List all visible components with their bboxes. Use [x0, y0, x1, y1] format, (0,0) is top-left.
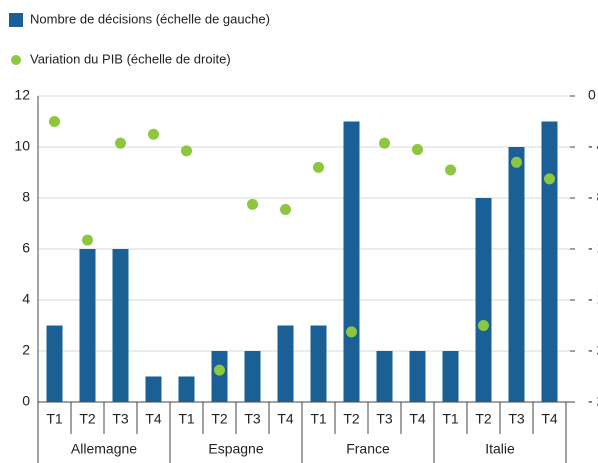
- group-label: Espagne: [208, 441, 263, 457]
- y-tick-label: 4: [22, 291, 30, 307]
- dot: [412, 144, 423, 156]
- y-tick-label: 10: [14, 138, 30, 154]
- bar: [475, 198, 492, 402]
- legend-swatch: [9, 13, 23, 27]
- bar: [508, 147, 525, 402]
- y2-tick-label: - 16: [588, 291, 598, 307]
- dot: [247, 198, 258, 210]
- bar: [343, 121, 360, 402]
- bar: [178, 376, 195, 402]
- dot: [49, 116, 60, 127]
- bar: [409, 351, 426, 402]
- dot: [544, 173, 555, 185]
- x-tick-label: T1: [46, 411, 63, 427]
- x-tick-label: T2: [211, 411, 228, 427]
- bar: [376, 351, 393, 402]
- x-tick-label: T4: [145, 411, 162, 427]
- bar: [211, 351, 228, 402]
- dot: [181, 145, 192, 157]
- legend-label: Nombre de décisions (échelle de gauche): [30, 11, 270, 26]
- dot: [82, 234, 93, 246]
- x-tick-label: T2: [475, 411, 492, 427]
- y2-tick-label: - 8: [588, 189, 598, 205]
- x-tick-label: T4: [409, 411, 426, 427]
- bar: [79, 249, 96, 402]
- x-tick-label: T2: [343, 411, 360, 427]
- y-tick-label: 6: [22, 240, 30, 256]
- dot: [478, 320, 489, 331]
- dot: [379, 137, 390, 149]
- x-tick-label: T3: [244, 411, 261, 427]
- y2-tick-label: - 20: [588, 342, 598, 358]
- bar: [541, 121, 558, 402]
- bar: [277, 325, 294, 402]
- x-tick-label: T3: [508, 411, 525, 427]
- group-label: Italie: [485, 441, 515, 457]
- y2-tick-label: - 12: [588, 240, 598, 256]
- dot: [346, 326, 357, 338]
- legend-swatch: [11, 55, 21, 65]
- dot: [148, 128, 159, 140]
- x-tick-label: T1: [178, 411, 195, 427]
- legend-label: Variation du PIB (échelle de droite): [30, 51, 231, 66]
- bar: [112, 249, 129, 402]
- dot: [313, 161, 324, 173]
- group-label: Allemagne: [71, 441, 137, 457]
- bar: [244, 351, 261, 402]
- group-label: France: [346, 441, 390, 457]
- dot: [511, 156, 522, 168]
- y-tick-label: 12: [14, 87, 30, 103]
- x-tick-label: T4: [541, 411, 558, 427]
- y-tick-label: 8: [22, 189, 30, 205]
- y-tick-label: 0: [22, 393, 30, 409]
- dot: [214, 364, 225, 376]
- bar: [310, 325, 327, 402]
- x-tick-label: T3: [376, 411, 393, 427]
- dot: [115, 137, 126, 149]
- x-tick-label: T4: [277, 411, 294, 427]
- x-tick-label: T1: [310, 411, 327, 427]
- y2-tick-label: - 24: [588, 393, 598, 409]
- y-tick-label: 2: [22, 342, 30, 358]
- bar: [46, 325, 63, 402]
- dot: [280, 203, 291, 215]
- x-tick-label: T1: [442, 411, 459, 427]
- dot: [445, 164, 456, 176]
- y2-tick-label: 0: [588, 87, 596, 103]
- bar: [145, 376, 162, 402]
- x-tick-label: T3: [112, 411, 129, 427]
- y2-tick-label: - 4: [588, 138, 598, 154]
- x-tick-label: T2: [79, 411, 96, 427]
- bar: [442, 351, 459, 402]
